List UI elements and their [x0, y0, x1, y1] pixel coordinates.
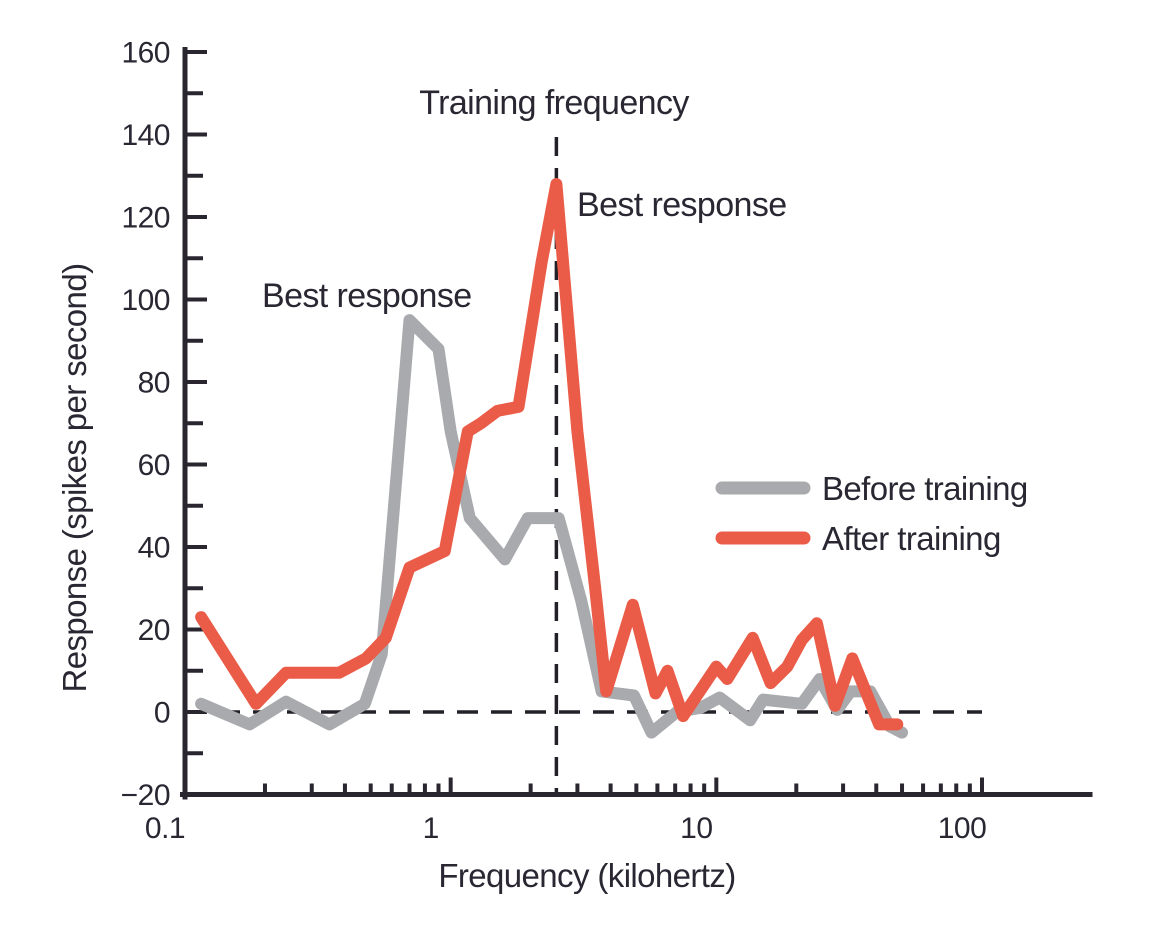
y-tick-label: 140: [121, 119, 170, 152]
legend-label-before-training: Before training: [822, 470, 1028, 507]
x-tick-label: 100: [938, 812, 987, 845]
x-tick-label: 1: [423, 812, 439, 845]
series-lines: [195, 178, 908, 739]
x-axis-title: Frequency (kilohertz): [438, 857, 735, 894]
y-tick-label: 0: [154, 697, 170, 730]
y-tick-label: 80: [138, 367, 170, 400]
y-tick-label: 20: [138, 614, 170, 647]
annotation-best-response-before: Best response: [262, 277, 472, 315]
y-tick-label: 60: [138, 449, 170, 482]
x-tick-label: 0.1: [145, 812, 185, 845]
annotation-training-frequency: Training frequency: [419, 84, 689, 122]
y-tick-label: 100: [121, 284, 170, 317]
annotation-best-response-after: Best response: [577, 186, 787, 224]
y-tick-label: 120: [121, 202, 170, 235]
legend: Before training After training: [715, 470, 1028, 557]
y-axis-title: Response (spikes per second): [56, 264, 93, 693]
y-tick-label: 160: [121, 37, 170, 70]
x-tick-label: 10: [680, 812, 712, 845]
series-line-after-training: [195, 178, 904, 731]
y-tick-label: −20: [121, 779, 170, 812]
legend-label-after-training: After training: [822, 520, 1001, 557]
axes: 160 140 120 100 80 60 40 20 0 −200.1 1 10 100: [121, 37, 1093, 845]
y-tick-label: 40: [138, 532, 170, 565]
